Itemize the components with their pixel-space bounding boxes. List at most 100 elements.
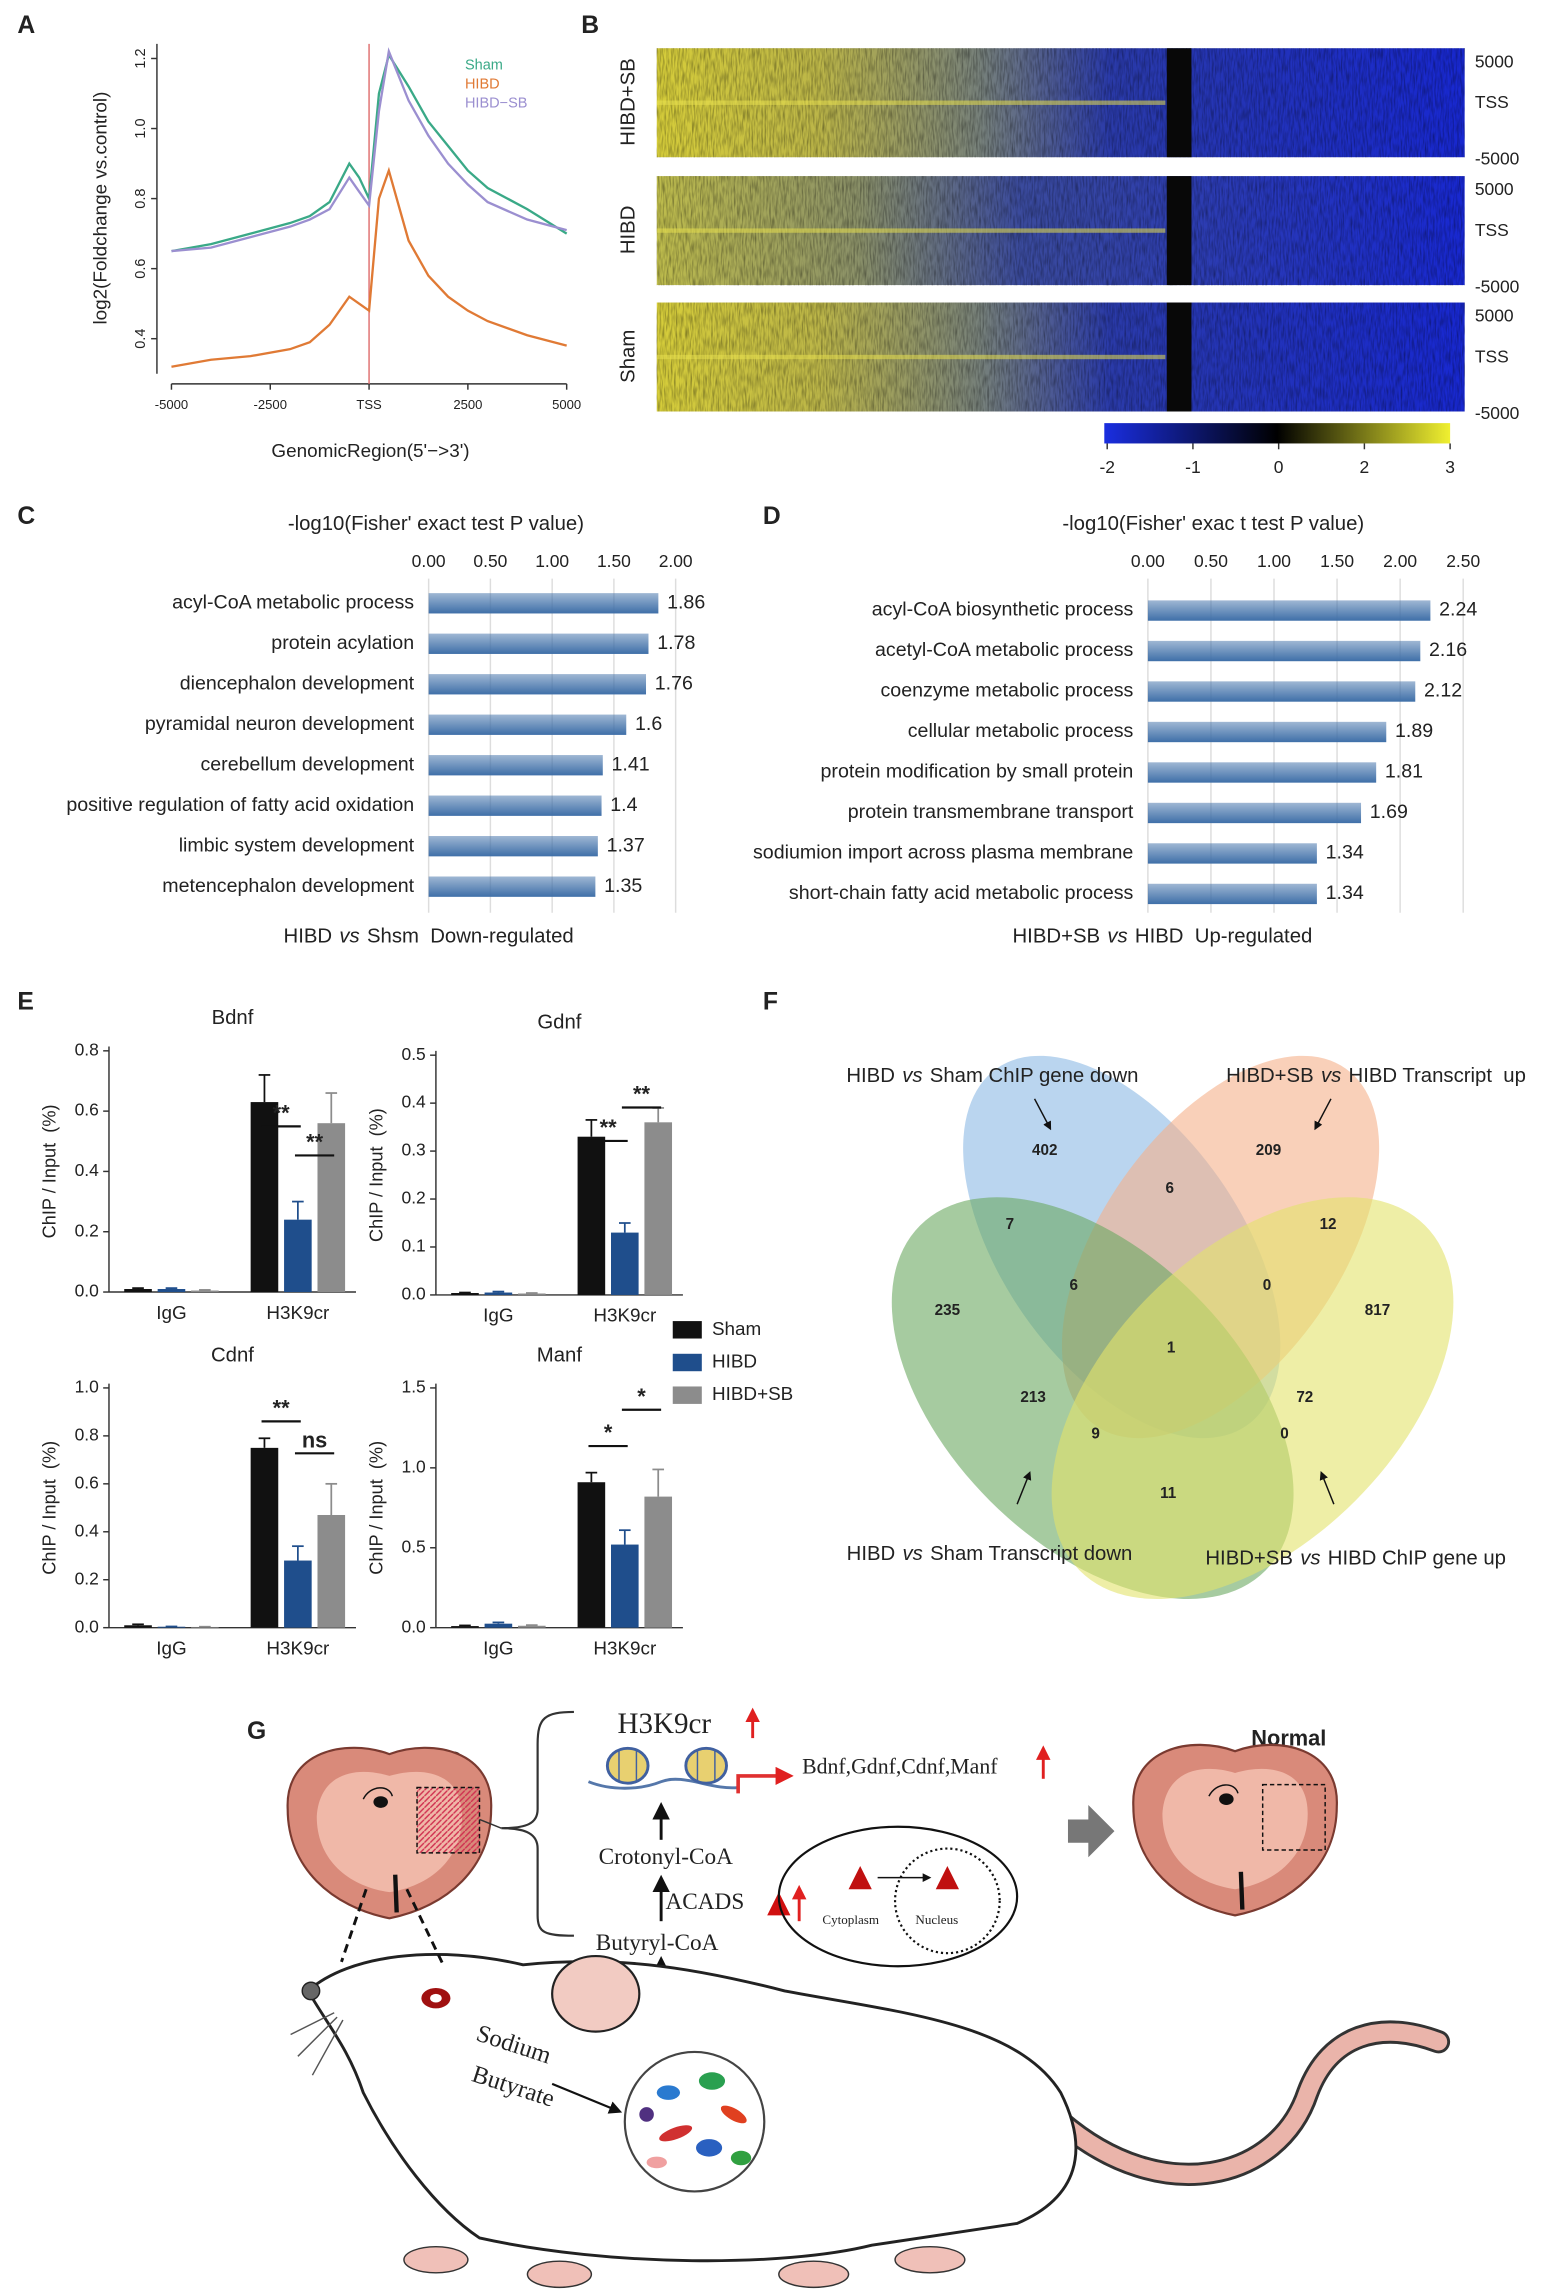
tss-band <box>656 100 1166 105</box>
label: ACADS <box>665 1889 744 1915</box>
x-tick-label: IgG <box>156 1638 186 1659</box>
bracket <box>501 1710 574 1937</box>
y-tick-label: TSS <box>1475 92 1509 112</box>
x-tick-label: 1.50 <box>597 551 631 571</box>
heatmap-gap <box>1166 176 1192 286</box>
x-tick-label: 1.00 <box>535 551 569 571</box>
bar <box>250 1102 279 1293</box>
venn-set <box>1051 1197 1454 1599</box>
bar <box>428 876 596 897</box>
panel-label: F <box>763 988 778 1015</box>
bar <box>428 795 602 816</box>
label: Crotonyl-CoA <box>599 1844 733 1870</box>
colorbar-label: 3 <box>1445 457 1455 477</box>
value-label: 2.16 <box>1429 639 1467 661</box>
y-tick-label: 1.0 <box>75 1377 100 1397</box>
venn-count: 12 <box>1320 1216 1337 1233</box>
x-tick-label: 0.00 <box>1131 551 1165 571</box>
bar <box>451 1626 479 1628</box>
bar <box>428 836 598 857</box>
text-part: vs <box>1107 926 1127 948</box>
connector <box>479 1818 502 1829</box>
chart-title: Cdnf <box>211 1344 254 1366</box>
y-tick-label: 5000 <box>1475 51 1514 71</box>
x-tick-label: 0.00 <box>412 551 446 571</box>
line <box>171 47 567 253</box>
y-tick-label: 0.6 <box>133 259 149 279</box>
bar <box>1147 721 1387 743</box>
bar <box>1147 640 1421 662</box>
y-tick-label: 0.3 <box>402 1140 426 1160</box>
text-part: HIBD+SB <box>1013 926 1101 948</box>
x-tick-label: H3K9cr <box>593 1638 656 1659</box>
bar <box>577 1136 606 1295</box>
y-tick-label: -5000 <box>1475 403 1520 423</box>
y-axis-label: ChIP / Input (%) <box>40 1441 60 1575</box>
category-label: cerebellum development <box>200 753 414 775</box>
venn-count: 0 <box>1280 1425 1288 1442</box>
label: H3K9cr <box>618 1708 712 1740</box>
value-label: 1.69 <box>1370 801 1408 823</box>
y-tick-label: 0.2 <box>402 1188 426 1208</box>
y-axis-label: log2(Foldchange vs.control) <box>91 92 112 325</box>
heatmap-gap <box>1166 302 1192 412</box>
y-tick-label: 0.1 <box>402 1236 426 1256</box>
value-label: 1.34 <box>1326 842 1364 864</box>
connector <box>340 1888 368 1963</box>
chart-title: -log10(Fisher' exact test P value) <box>288 513 584 535</box>
legend-label: HIBD−SB <box>465 95 528 111</box>
row-label: HIBD <box>618 206 640 255</box>
mouse <box>290 1953 1451 2289</box>
significance-label: ** <box>273 1101 290 1126</box>
x-tick-label: 2.00 <box>1383 551 1417 571</box>
x-tick-label: -2500 <box>254 397 287 412</box>
x-tick-label: 5000 <box>552 397 581 412</box>
x-tick-label: 1.00 <box>1257 551 1291 571</box>
value-label: 1.78 <box>657 632 695 654</box>
text-part: HIBD Transcript up <box>1349 1065 1526 1087</box>
chart-title: -log10(Fisher' exac t test P value) <box>1062 513 1364 535</box>
y-tick-label: 0.8 <box>75 1424 99 1444</box>
text-part: HIBD <box>847 1543 896 1565</box>
venn-count: 72 <box>1296 1389 1313 1406</box>
arrow <box>1319 1471 1335 1505</box>
category-label: coenzyme metabolic process <box>880 680 1133 702</box>
y-tick-label: 1.0 <box>133 118 149 138</box>
colorbar <box>1104 423 1451 444</box>
y-tick-label: -5000 <box>1475 149 1520 169</box>
text-part: vs <box>903 1543 923 1565</box>
venn-count: 1 <box>1167 1340 1176 1357</box>
y-tick-label: 0.8 <box>133 188 149 208</box>
value-label: 1.37 <box>607 834 645 856</box>
y-tick-label: 0.8 <box>75 1039 99 1059</box>
bar <box>284 1560 312 1628</box>
chart-title: Bdnf <box>212 1007 254 1029</box>
tss-band <box>656 354 1166 360</box>
significance-label: * <box>604 1420 613 1445</box>
arrow <box>1067 1804 1115 1858</box>
text-part: HIBD Up-regulated <box>1135 926 1312 948</box>
venn-count: 9 <box>1091 1425 1099 1442</box>
diagram: HIBD Normal H3K9cr Bdnf,Gdnf,Cdnf,Manf C… <box>286 1707 1451 2289</box>
x-tick-label: H3K9cr <box>593 1306 656 1327</box>
bar <box>191 1290 219 1293</box>
significance-label: ** <box>273 1395 290 1420</box>
bar <box>1147 681 1416 702</box>
category-label: protein modification by small protein <box>821 761 1134 783</box>
category-label: protein transmembrane transport <box>848 801 1134 823</box>
bar <box>610 1232 639 1295</box>
x-tick-label: IgG <box>483 1638 513 1659</box>
x-tick-label: TSS <box>356 397 382 412</box>
value-label: 1.41 <box>612 753 650 775</box>
x-tick-label: H3K9cr <box>266 1638 329 1659</box>
colorbar-label: 2 <box>1360 457 1370 477</box>
bar <box>1147 802 1362 824</box>
venn <box>891 1055 1454 1599</box>
text-part: Sham Transcript down <box>930 1543 1132 1565</box>
venn-count: 213 <box>1020 1389 1045 1406</box>
value-label: 2.24 <box>1439 599 1477 621</box>
legend-swatch <box>672 1353 702 1372</box>
y-axis-label: ChIP / Input (%) <box>367 1108 387 1242</box>
text-part: vs <box>1300 1548 1320 1570</box>
